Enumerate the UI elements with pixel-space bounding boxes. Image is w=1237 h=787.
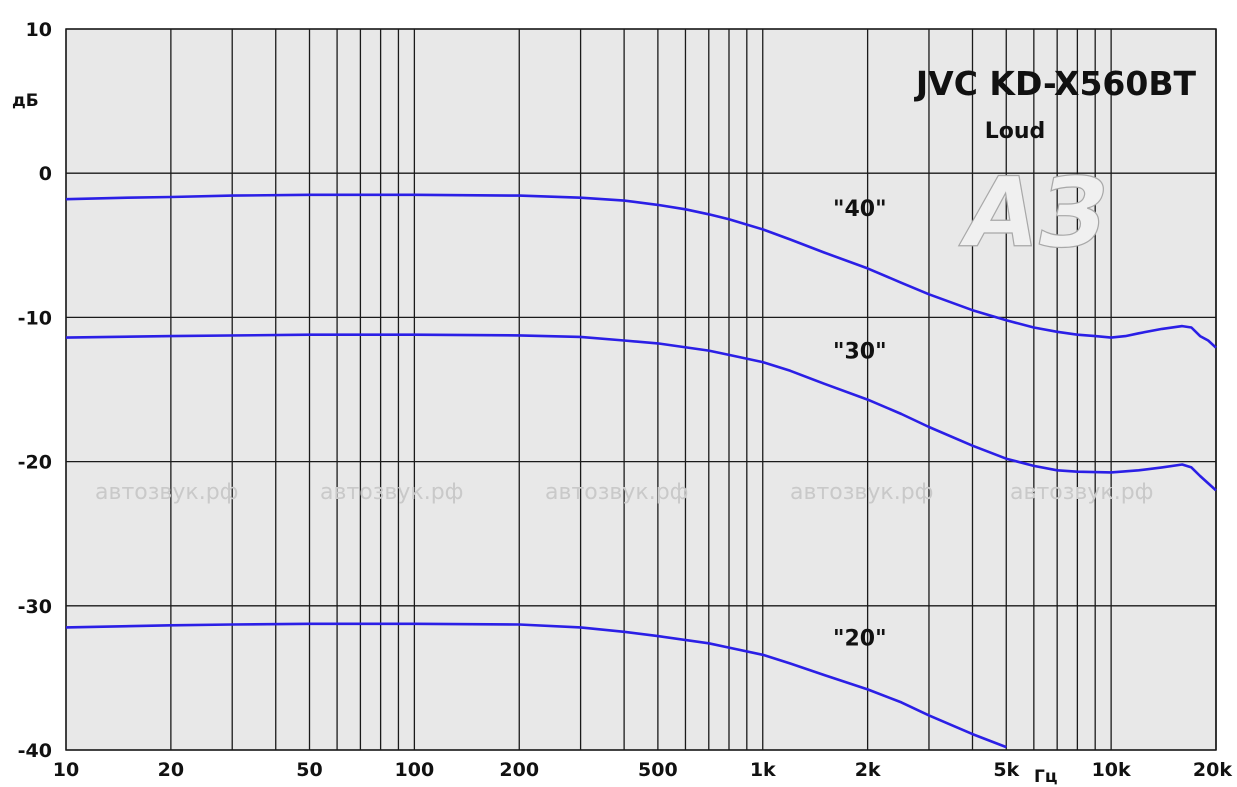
chart-title: JVC KD-X560BT xyxy=(914,64,1197,103)
y-tick-label: -20 xyxy=(18,452,52,474)
series-line-0 xyxy=(65,193,1217,349)
y-tick-label: 10 xyxy=(26,19,52,41)
series-lines xyxy=(65,193,1217,749)
vertical-grid xyxy=(65,29,1217,750)
series-line-1 xyxy=(65,333,1217,492)
y-axis-unit: дБ xyxy=(12,91,39,111)
y-tick-label: 0 xyxy=(39,163,52,185)
y-tick-label: -10 xyxy=(18,307,52,329)
x-tick-label: 500 xyxy=(638,759,678,781)
x-tick-label: 10 xyxy=(53,759,79,781)
y-tick-label: -40 xyxy=(18,740,52,762)
x-tick-label: 5k xyxy=(993,759,1019,781)
watermark-row: автозвук.рф автозвук.рф автозвук.рф автозву… xyxy=(95,480,1153,505)
watermark-text: автозвук.рф xyxy=(545,480,688,505)
x-tick-labels: 10 20 50 100 200 500 1k 2k 5k 10k 20k xyxy=(53,759,1233,781)
chart-subtitle: Loud xyxy=(985,119,1046,144)
series-label: "30" xyxy=(833,340,887,365)
x-tick-label: 2k xyxy=(855,759,881,781)
y-tick-label: -30 xyxy=(18,596,52,618)
series-line-2 xyxy=(65,622,1007,749)
x-tick-label: 1k xyxy=(750,759,776,781)
watermark-logo-small: АЗ xyxy=(957,156,1108,269)
watermark-text: автозвук.рф xyxy=(1010,480,1153,505)
watermark-text: автозвук.рф xyxy=(95,480,238,505)
watermark-text: автозвук.рф xyxy=(790,480,933,505)
watermark-text: автозвук.рф xyxy=(320,480,463,505)
plot-background xyxy=(66,29,1216,750)
x-tick-label: 20k xyxy=(1193,759,1232,781)
series-label: "40" xyxy=(833,197,887,222)
x-tick-label: 200 xyxy=(499,759,539,781)
series-labels: "40" "30" "20" xyxy=(833,197,887,652)
x-tick-label: 10k xyxy=(1092,759,1131,781)
y-tick-labels: 10 0 -10 -20 -30 -40 xyxy=(18,19,52,762)
x-tick-label: 20 xyxy=(158,759,184,781)
series-label: "20" xyxy=(833,627,887,652)
x-tick-label: 100 xyxy=(395,759,435,781)
plot-frame xyxy=(65,28,1217,751)
watermark-logo-text: АЗ xyxy=(958,157,1108,269)
x-axis-unit: Гц xyxy=(1034,767,1057,787)
x-tick-label: 50 xyxy=(296,759,322,781)
